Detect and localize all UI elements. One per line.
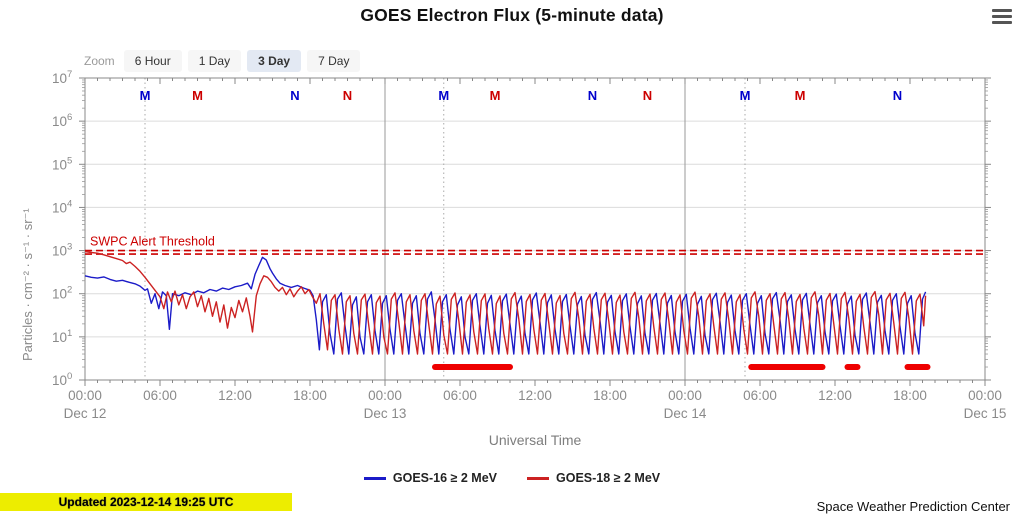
- flare-event-marker: N: [588, 88, 597, 103]
- chart-title: GOES Electron Flux (5-minute data): [360, 5, 664, 25]
- date-label: Dec 12: [64, 406, 107, 421]
- zoom-button-6hour[interactable]: 6 Hour: [123, 50, 182, 72]
- hamburger-menu-icon[interactable]: [992, 9, 1012, 25]
- x-tick-label: 18:00: [893, 388, 927, 403]
- y-axis-title: Particles · cm⁻² · s⁻¹ · sr⁻¹: [20, 208, 35, 361]
- x-tick-label: 06:00: [443, 388, 477, 403]
- flare-event-marker: N: [643, 88, 652, 103]
- date-label: Dec 14: [664, 406, 707, 421]
- flare-event-marker: M: [490, 88, 501, 103]
- x-axis-title: Universal Time: [488, 432, 582, 448]
- x-tick-label: 12:00: [518, 388, 552, 403]
- goes18-legend-label: GOES-18 ≥ 2 MeV: [556, 471, 661, 485]
- zoom-label: Zoom: [84, 54, 115, 68]
- goes-18-series-line: [84, 250, 927, 355]
- y-tick-label: 104: [52, 198, 72, 215]
- x-tick-label: 00:00: [368, 388, 402, 403]
- x-tick-label: 06:00: [743, 388, 777, 403]
- flare-event-marker: M: [740, 88, 751, 103]
- x-tick-label: 12:00: [218, 388, 252, 403]
- y-tick-label: 105: [52, 155, 72, 172]
- x-tick-label: 00:00: [68, 388, 102, 403]
- goes16-legend-label: GOES-16 ≥ 2 MeV: [392, 471, 497, 485]
- flare-event-marker: N: [343, 88, 352, 103]
- x-tick-label: 00:00: [668, 388, 702, 403]
- menu-bar: [992, 21, 1012, 24]
- y-tick-label: 100: [52, 371, 72, 388]
- zoom-button-3day[interactable]: 3 Day: [247, 50, 302, 72]
- flare-event-marker: M: [192, 88, 203, 103]
- x-tick-label: 00:00: [968, 388, 1002, 403]
- y-tick-label: 106: [52, 112, 72, 129]
- y-tick-label: 107: [52, 69, 72, 86]
- flare-event-marker: M: [140, 88, 151, 103]
- x-tick-label: 18:00: [293, 388, 327, 403]
- x-tick-label: 06:00: [143, 388, 177, 403]
- x-tick-label: 12:00: [818, 388, 852, 403]
- goes-16-series-line: [84, 256, 927, 355]
- flare-event-marker: N: [893, 88, 902, 103]
- zoom-button-1day[interactable]: 1 Day: [187, 50, 242, 72]
- chart-legend: GOES-16 ≥ 2 MeV GOES-18 ≥ 2 MeV: [0, 471, 1024, 485]
- zoom-button-7day[interactable]: 7 Day: [307, 50, 361, 72]
- flare-event-marker: N: [290, 88, 299, 103]
- swpc-credit: Space Weather Prediction Center: [816, 499, 1010, 514]
- legend-item-goes16: GOES-16 ≥ 2 MeV: [363, 471, 497, 485]
- date-label: Dec 15: [964, 406, 1007, 421]
- y-tick-label: 101: [52, 328, 72, 345]
- date-label: Dec 13: [364, 406, 407, 421]
- updated-timestamp: Updated 2023-12-14 19:25 UTC: [0, 493, 292, 511]
- flare-event-marker: M: [795, 88, 806, 103]
- menu-bar: [992, 15, 1012, 18]
- swpc-alert-threshold-label: SWPC Alert Threshold: [90, 235, 215, 249]
- flare-event-marker: M: [438, 88, 449, 103]
- x-tick-label: 18:00: [593, 388, 627, 403]
- goes18-color-swatch: [527, 476, 549, 480]
- goes16-color-swatch: [363, 476, 386, 480]
- menu-bar: [992, 9, 1012, 12]
- y-tick-label: 103: [52, 242, 72, 259]
- legend-item-goes18: GOES-18 ≥ 2 MeV: [527, 471, 660, 485]
- zoom-toolbar: Zoom 6 Hour 1 Day 3 Day 7 Day: [84, 50, 361, 72]
- y-tick-label: 102: [52, 285, 72, 302]
